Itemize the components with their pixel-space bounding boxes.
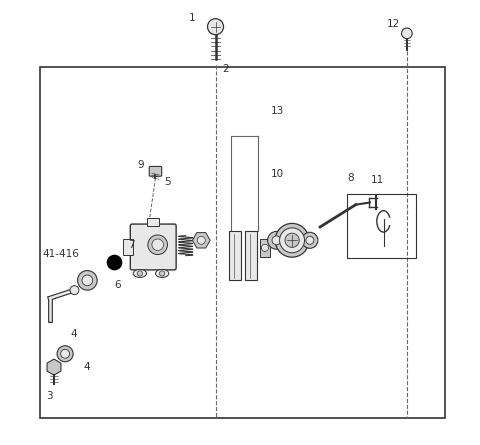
- Text: 2: 2: [222, 64, 229, 74]
- Circle shape: [402, 28, 412, 39]
- Text: 12: 12: [387, 20, 400, 29]
- Circle shape: [148, 235, 168, 255]
- Circle shape: [280, 228, 304, 253]
- Circle shape: [275, 223, 309, 257]
- FancyBboxPatch shape: [130, 224, 176, 270]
- Polygon shape: [192, 233, 210, 248]
- Circle shape: [272, 236, 281, 245]
- Bar: [229, 231, 241, 280]
- Polygon shape: [47, 359, 61, 375]
- Bar: [260, 239, 270, 257]
- Text: 10: 10: [271, 169, 284, 178]
- Circle shape: [261, 244, 268, 251]
- Bar: [347, 194, 416, 258]
- Text: 4: 4: [70, 329, 77, 339]
- Circle shape: [306, 236, 314, 244]
- Circle shape: [137, 271, 143, 276]
- Circle shape: [108, 255, 121, 270]
- Text: 7: 7: [128, 240, 134, 250]
- Text: 13: 13: [271, 106, 284, 116]
- Circle shape: [60, 349, 70, 358]
- Circle shape: [70, 286, 79, 295]
- Text: 9: 9: [138, 160, 144, 170]
- Text: 6: 6: [115, 280, 121, 290]
- Text: 4: 4: [84, 362, 90, 372]
- Circle shape: [152, 239, 164, 251]
- Bar: [245, 231, 257, 280]
- Circle shape: [285, 233, 299, 247]
- Circle shape: [197, 236, 205, 244]
- Bar: [123, 239, 133, 255]
- Circle shape: [159, 271, 165, 276]
- Text: 11: 11: [371, 175, 384, 185]
- Circle shape: [267, 231, 286, 249]
- Circle shape: [82, 275, 93, 286]
- Text: 41-416: 41-416: [42, 249, 79, 259]
- Ellipse shape: [156, 269, 169, 278]
- Circle shape: [57, 346, 73, 362]
- Circle shape: [302, 232, 318, 248]
- Circle shape: [207, 19, 224, 35]
- Ellipse shape: [133, 269, 146, 278]
- Text: 1: 1: [189, 13, 195, 23]
- Text: 8: 8: [347, 173, 353, 183]
- Bar: [147, 218, 159, 226]
- FancyBboxPatch shape: [149, 166, 162, 176]
- Circle shape: [78, 271, 97, 290]
- Text: 5: 5: [164, 178, 171, 187]
- Text: 3: 3: [47, 391, 53, 401]
- Bar: [40, 67, 444, 418]
